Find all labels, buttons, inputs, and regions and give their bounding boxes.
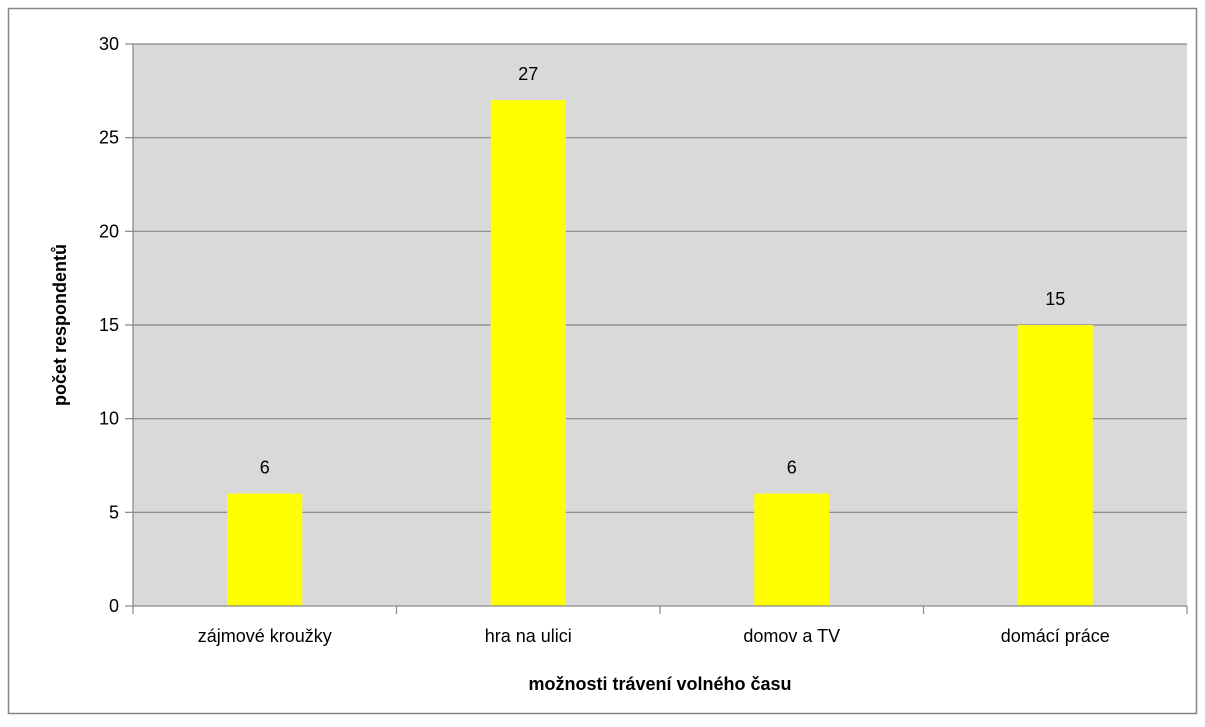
labels: 0 5 10 15 20 25 30 6 zájmové kroužky 27 hra na uli… xyxy=(99,34,1110,646)
y-axis-title: počet respondentů xyxy=(50,244,70,406)
y-tick-label: 5 xyxy=(109,502,119,522)
bar xyxy=(754,493,830,606)
gridlines xyxy=(133,43,1187,513)
x-category-label: hra na ulici xyxy=(485,626,572,646)
x-category-label: domácí práce xyxy=(1001,626,1110,646)
x-category-label: domov a TV xyxy=(743,626,840,646)
y-tick-label: 20 xyxy=(99,221,119,241)
data-label: 6 xyxy=(260,458,270,478)
y-tick-label: 0 xyxy=(109,596,119,616)
y-tick-label: 30 xyxy=(99,34,119,54)
bar xyxy=(227,493,303,606)
data-label: 15 xyxy=(1045,289,1065,309)
x-category-label: zájmové kroužky xyxy=(198,626,332,646)
x-axis-title: možnosti trávení volného času xyxy=(528,674,791,694)
y-tick-label: 10 xyxy=(99,409,119,429)
bar xyxy=(490,100,566,606)
bars xyxy=(227,100,1093,606)
axes xyxy=(125,43,1188,614)
y-tick-label: 15 xyxy=(99,315,119,335)
bar xyxy=(1017,325,1093,606)
data-label: 6 xyxy=(787,458,797,478)
y-tick-label: 25 xyxy=(99,128,119,148)
data-label: 27 xyxy=(518,64,538,84)
